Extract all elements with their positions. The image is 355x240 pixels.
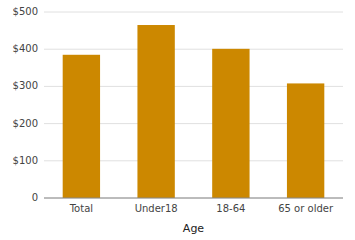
y-tick-label: $200 <box>13 118 38 129</box>
grid-line <box>44 198 343 199</box>
y-tick-label: $300 <box>13 80 38 91</box>
bar <box>63 55 100 198</box>
chart-container: 0 $100 $200 $300 $400 $500 Total Under18 18-64 65… <box>0 0 355 240</box>
bar <box>137 25 174 198</box>
x-tick-label: 65 or older <box>278 203 334 214</box>
bars <box>63 25 325 198</box>
x-tick-label: Under18 <box>135 203 178 214</box>
y-axis: 0 $100 $200 $300 $400 $500 <box>13 6 343 203</box>
y-tick-label: 0 <box>32 192 38 203</box>
x-tick-label: Total <box>69 203 93 214</box>
x-axis-line <box>44 198 343 199</box>
chart-svg: 0 $100 $200 $300 $400 $500 Total Under18 18-64 65… <box>0 0 355 240</box>
bar <box>212 49 249 198</box>
grid-line <box>44 12 343 13</box>
y-tick-label: $100 <box>13 155 38 166</box>
x-axis: Total Under18 18-64 65 or older <box>44 198 343 214</box>
y-tick-label: $400 <box>13 43 38 54</box>
grid-line <box>44 49 343 50</box>
y-tick-label: $500 <box>13 6 38 17</box>
x-tick-label: 18-64 <box>216 203 245 214</box>
bar <box>287 83 324 198</box>
x-axis-label: Age <box>183 222 205 235</box>
